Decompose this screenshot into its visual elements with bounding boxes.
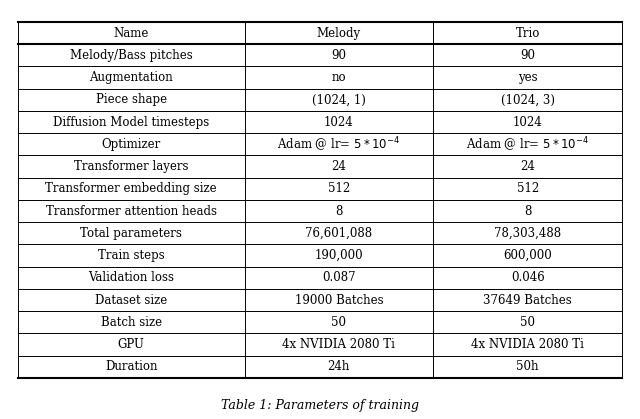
- Text: Melody/Bass pitches: Melody/Bass pitches: [70, 49, 193, 62]
- Text: Train steps: Train steps: [98, 249, 164, 262]
- Text: 512: 512: [516, 182, 539, 195]
- Text: Trio: Trio: [515, 27, 540, 40]
- Text: 24: 24: [332, 160, 346, 173]
- Text: Dataset size: Dataset size: [95, 294, 168, 307]
- Text: Table 1: Parameters of training: Table 1: Parameters of training: [221, 398, 419, 411]
- Text: 50: 50: [332, 316, 346, 329]
- Text: Diffusion Model timesteps: Diffusion Model timesteps: [53, 116, 209, 129]
- Text: 90: 90: [332, 49, 346, 62]
- Text: 8: 8: [335, 204, 342, 217]
- Text: 0.087: 0.087: [322, 272, 356, 285]
- Text: 19000 Batches: 19000 Batches: [294, 294, 383, 307]
- Text: Total parameters: Total parameters: [80, 227, 182, 240]
- Text: Transformer embedding size: Transformer embedding size: [45, 182, 217, 195]
- Text: 24: 24: [520, 160, 535, 173]
- Text: Adam @ lr= $5 * 10^{-4}$: Adam @ lr= $5 * 10^{-4}$: [466, 135, 589, 153]
- Text: 1024: 1024: [324, 116, 354, 129]
- Text: 1024: 1024: [513, 116, 543, 129]
- Text: 50: 50: [520, 316, 535, 329]
- Text: 37649 Batches: 37649 Batches: [483, 294, 572, 307]
- Text: no: no: [332, 71, 346, 84]
- Text: GPU: GPU: [118, 338, 145, 351]
- Text: Transformer attention heads: Transformer attention heads: [45, 204, 217, 217]
- Text: 8: 8: [524, 204, 531, 217]
- Text: (1024, 3): (1024, 3): [500, 93, 555, 106]
- Text: 4x NVIDIA 2080 Ti: 4x NVIDIA 2080 Ti: [471, 338, 584, 351]
- Text: 0.046: 0.046: [511, 272, 545, 285]
- Text: Piece shape: Piece shape: [96, 93, 167, 106]
- Text: Name: Name: [113, 27, 149, 40]
- Text: Duration: Duration: [105, 360, 157, 373]
- Text: Validation loss: Validation loss: [88, 272, 174, 285]
- Text: Adam @ lr= $5 * 10^{-4}$: Adam @ lr= $5 * 10^{-4}$: [277, 135, 401, 153]
- Text: 78,303,488: 78,303,488: [494, 227, 561, 240]
- Text: (1024, 1): (1024, 1): [312, 93, 366, 106]
- Text: Augmentation: Augmentation: [90, 71, 173, 84]
- Text: Optimizer: Optimizer: [102, 138, 161, 151]
- Text: 190,000: 190,000: [315, 249, 363, 262]
- Text: Batch size: Batch size: [100, 316, 162, 329]
- Text: 50h: 50h: [516, 360, 539, 373]
- Text: 600,000: 600,000: [503, 249, 552, 262]
- Text: 4x NVIDIA 2080 Ti: 4x NVIDIA 2080 Ti: [282, 338, 396, 351]
- Text: 76,601,088: 76,601,088: [305, 227, 372, 240]
- Text: Transformer layers: Transformer layers: [74, 160, 189, 173]
- Text: 24h: 24h: [328, 360, 350, 373]
- Text: Melody: Melody: [317, 27, 361, 40]
- Text: yes: yes: [518, 71, 538, 84]
- Text: 90: 90: [520, 49, 535, 62]
- Text: 512: 512: [328, 182, 350, 195]
